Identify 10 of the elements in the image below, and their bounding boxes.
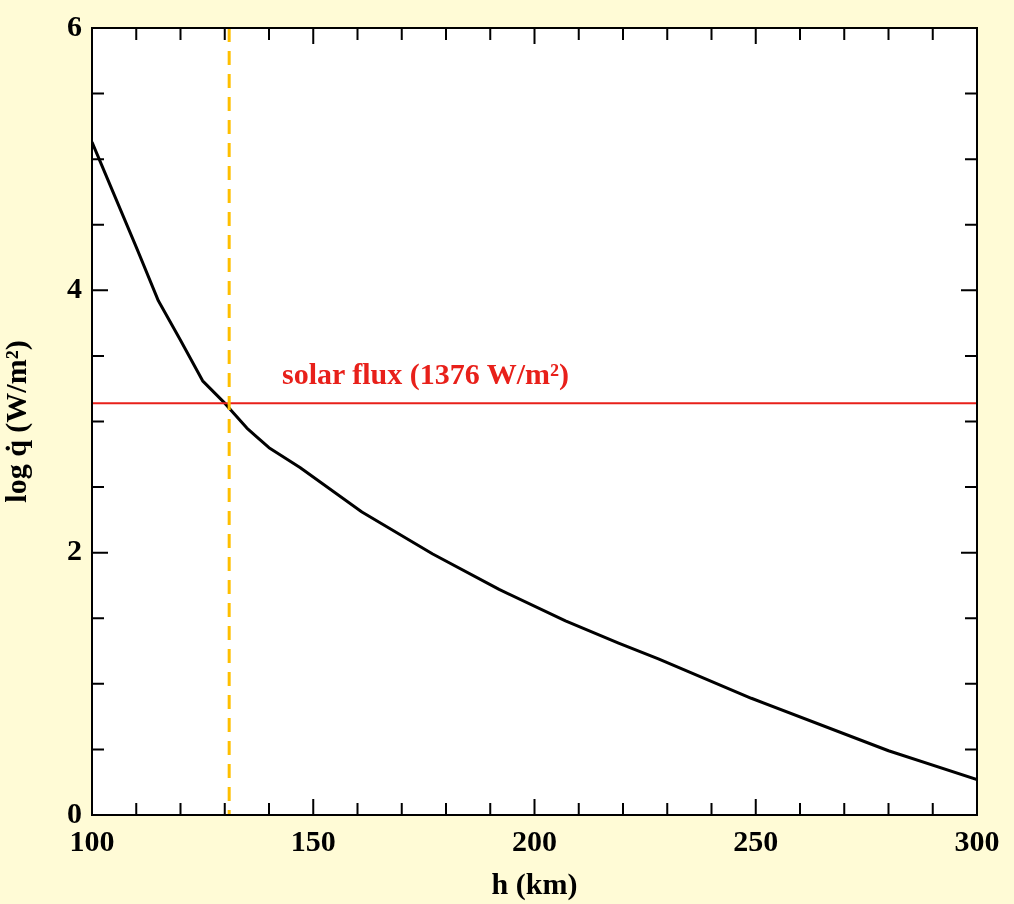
y-tick-label: 6 bbox=[67, 8, 82, 42]
x-tick-label: 150 bbox=[290, 823, 336, 857]
x-tick-label: 300 bbox=[954, 823, 1000, 857]
ref-line-label: solar flux (1376 W/m²) bbox=[282, 356, 570, 391]
x-axis-title: h (km) bbox=[491, 866, 578, 901]
y-axis-title: log q̇ (W/m²) bbox=[0, 340, 33, 503]
y-tick-label: 4 bbox=[67, 271, 82, 305]
x-tick-label: 200 bbox=[512, 823, 557, 857]
y-tick-label: 2 bbox=[67, 533, 82, 567]
x-tick-label: 250 bbox=[733, 823, 779, 857]
